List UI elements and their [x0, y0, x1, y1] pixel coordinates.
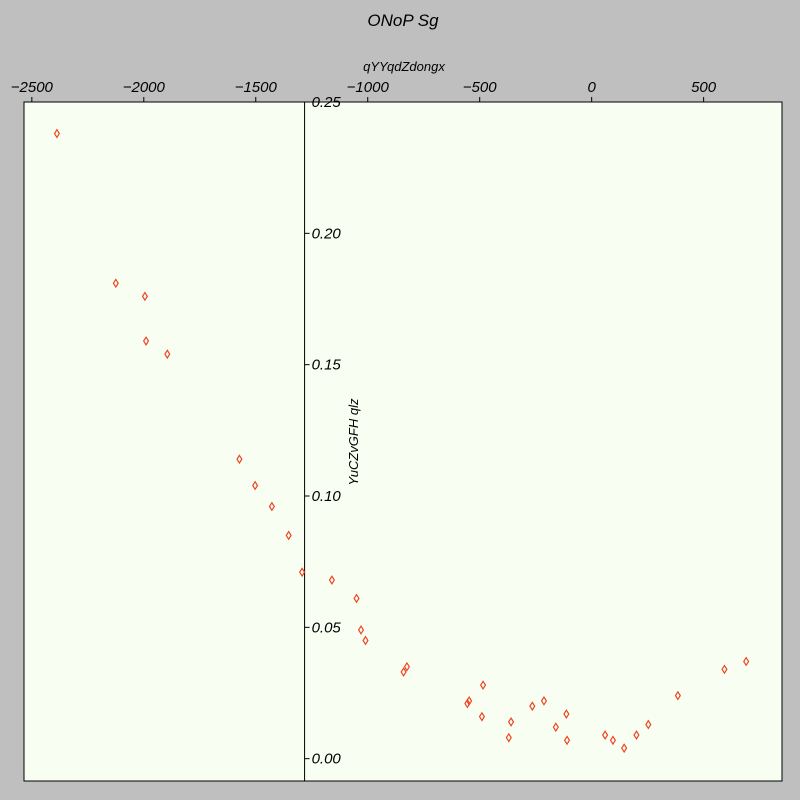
data-point [353, 593, 360, 604]
y-tick-label: 0.25 [312, 94, 342, 111]
data-point [529, 701, 536, 712]
x-axis-label: qYYqdZdongx [363, 59, 445, 74]
x-tick-label: −500 [463, 79, 497, 96]
y-tick-label: 0.05 [312, 619, 342, 636]
data-point [563, 709, 570, 719]
data-point [268, 501, 275, 512]
data-point [540, 695, 548, 706]
data-point [674, 690, 681, 701]
x-tick-label: 500 [691, 79, 717, 96]
data-point [112, 278, 119, 289]
data-point [251, 480, 259, 491]
data-point [236, 454, 243, 465]
y-tick-label: 0.00 [312, 751, 342, 768]
data-point [299, 567, 306, 578]
plot-area [23, 101, 783, 782]
data-point [552, 722, 559, 733]
data-point [721, 664, 728, 675]
data-point [621, 743, 628, 754]
data-point [563, 735, 571, 746]
chart-title: ONoP Sg [367, 11, 439, 30]
data-point [466, 695, 473, 706]
x-tick-label: −2500 [11, 79, 54, 96]
data-point [285, 530, 292, 541]
data-point [601, 730, 609, 740]
y-tick-label: 0.15 [312, 357, 342, 374]
data-point [328, 575, 336, 585]
x-tick-label: 0 [587, 79, 596, 96]
y-tick-label: 0.10 [312, 488, 342, 505]
data-points [53, 128, 750, 754]
data-point [142, 336, 150, 346]
y-axis-label: YuCZvGFH qlz [346, 398, 361, 485]
data-point [478, 711, 486, 722]
data-point [362, 635, 369, 646]
data-point [609, 735, 617, 746]
y-tick-label: 0.20 [312, 225, 342, 242]
data-point [464, 698, 471, 709]
x-axis-ticks: −2500 −2000 −1500 −1000 −500 0 500 [11, 79, 717, 102]
x-tick-label: −1000 [347, 79, 390, 96]
data-point [507, 716, 515, 727]
data-point [479, 680, 487, 691]
data-point [645, 719, 652, 730]
data-point [400, 667, 407, 677]
data-point [53, 128, 61, 139]
data-point [743, 656, 750, 667]
x-tick-label: −1500 [235, 79, 278, 96]
data-point [505, 732, 512, 743]
y-axis-ticks: 0.00 0.05 0.10 0.15 0.20 0.25 [304, 94, 342, 768]
data-point [141, 291, 149, 302]
data-point [403, 661, 411, 672]
data-point [164, 349, 171, 360]
x-tick-label: −2000 [123, 79, 166, 96]
data-point [633, 730, 640, 740]
data-point [357, 625, 365, 635]
